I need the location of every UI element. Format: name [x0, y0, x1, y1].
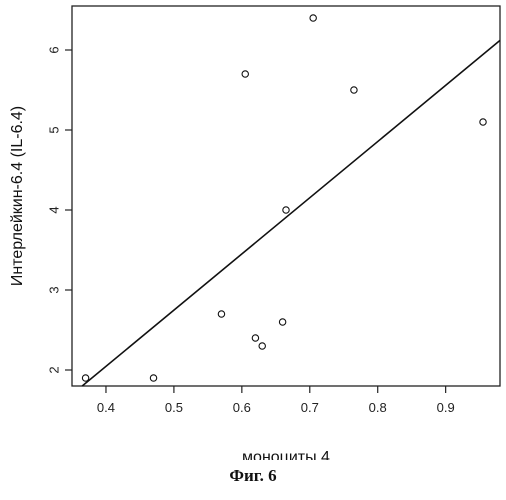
y-tick-label: 3 — [47, 286, 62, 293]
plot-frame — [72, 6, 500, 386]
data-point — [218, 311, 224, 317]
x-tick-label: 0.9 — [437, 400, 455, 415]
y-tick-label: 2 — [47, 366, 62, 373]
data-point — [279, 319, 285, 325]
data-point — [283, 207, 289, 213]
regression-line — [82, 40, 500, 386]
data-point — [351, 87, 357, 93]
x-axis: 0.4 0.5 0.6 0.7 0.8 0.9 — [97, 386, 455, 415]
scatter-chart: 0.4 0.5 0.6 0.7 0.8 0.9 2 3 4 5 6 моноциты.4 Инте… — [0, 0, 506, 460]
data-point — [150, 375, 156, 381]
data-point — [259, 343, 265, 349]
data-points — [82, 15, 486, 381]
y-tick-label: 5 — [47, 126, 62, 133]
x-tick-label: 0.6 — [233, 400, 251, 415]
data-point — [252, 335, 258, 341]
x-tick-label: 0.8 — [369, 400, 387, 415]
x-tick-label: 0.5 — [165, 400, 183, 415]
data-point — [310, 15, 316, 21]
figure-caption: Фиг. 6 — [0, 466, 506, 486]
y-tick-label: 6 — [47, 46, 62, 53]
data-point — [480, 119, 486, 125]
y-axis: 2 3 4 5 6 — [47, 46, 72, 373]
y-axis-title: Интерлейкин-6.4 (IL-6.4) — [9, 106, 26, 286]
x-tick-label: 0.7 — [301, 400, 319, 415]
data-point — [242, 71, 248, 77]
x-axis-title: моноциты.4 — [242, 449, 330, 460]
x-tick-label: 0.4 — [97, 400, 115, 415]
y-tick-label: 4 — [47, 206, 62, 213]
data-point — [82, 375, 88, 381]
